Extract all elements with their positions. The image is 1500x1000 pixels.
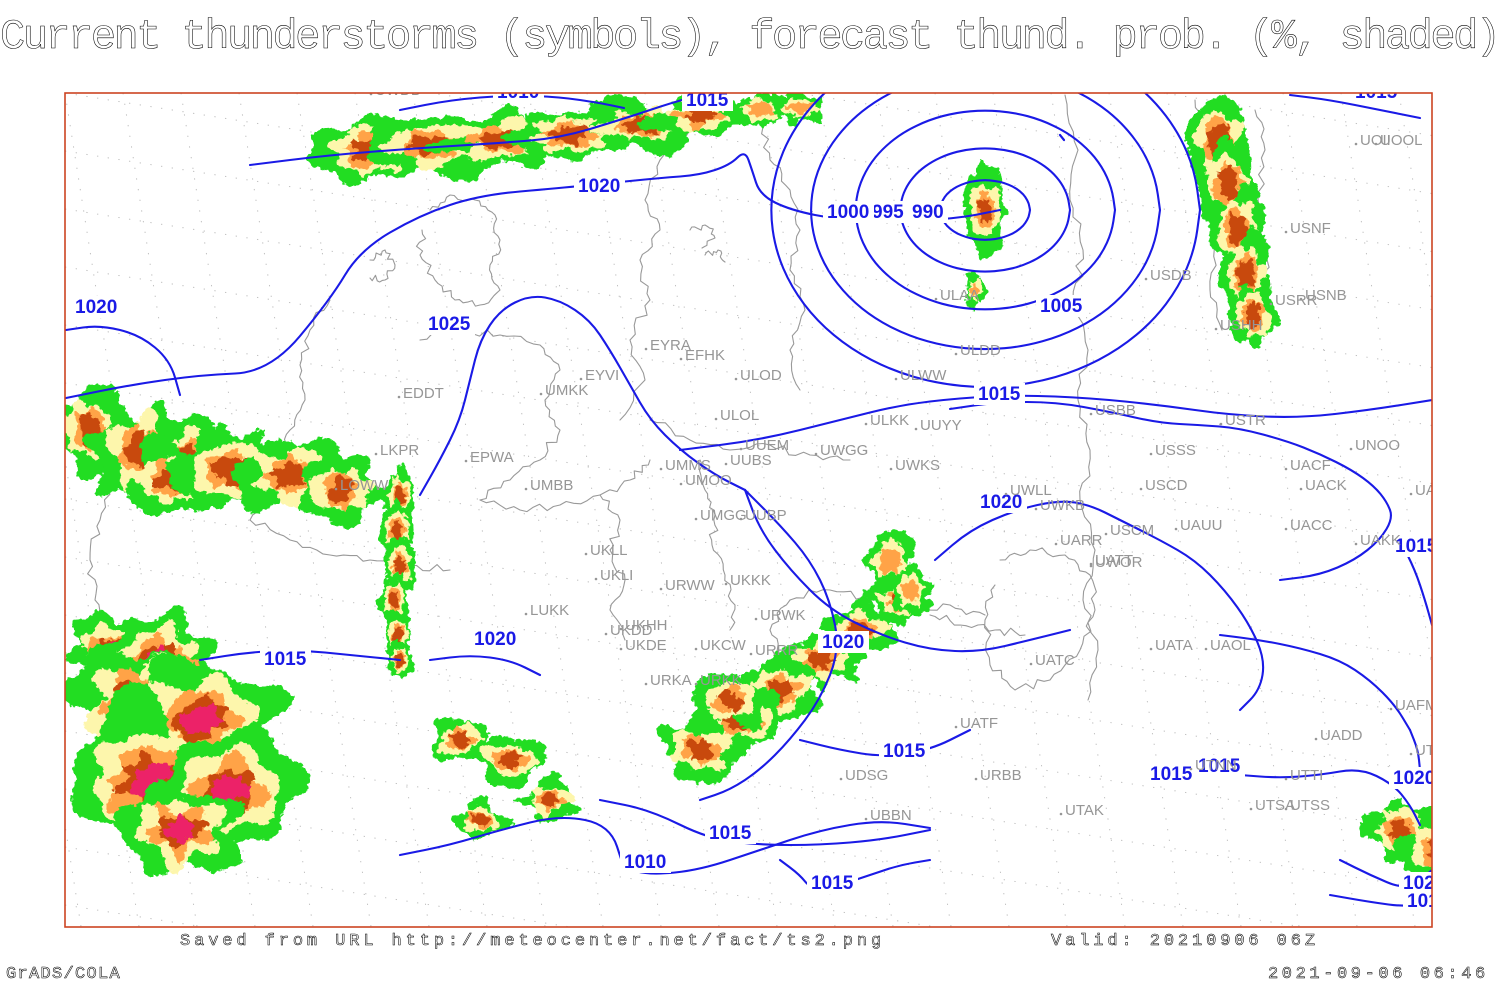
svg-text:ULWW: ULWW	[900, 367, 947, 384]
svg-text:1015: 1015	[264, 649, 307, 670]
svg-text:USTR: USTR	[1225, 412, 1266, 429]
svg-text:UWOR: UWOR	[1095, 554, 1143, 571]
svg-text:UAFM: UAFM	[1395, 697, 1438, 714]
svg-text:UWDD: UWDD	[375, 82, 422, 99]
svg-text:UACC: UACC	[1290, 517, 1333, 534]
svg-text:USBB: USBB	[1095, 402, 1136, 419]
svg-text:USCM: USCM	[1110, 522, 1154, 539]
svg-text:1015: 1015	[883, 741, 926, 762]
svg-text:EFHK: EFHK	[685, 347, 725, 364]
svg-text:UKLI: UKLI	[600, 567, 633, 584]
svg-text:UACF: UACF	[1290, 457, 1331, 474]
svg-text:URBB: URBB	[980, 767, 1022, 784]
svg-text:UWGG: UWGG	[820, 442, 868, 459]
svg-text:1020: 1020	[578, 176, 620, 197]
svg-text:UTAK: UTAK	[1065, 802, 1104, 819]
svg-text:UASP: UASP	[1415, 482, 1456, 499]
svg-text:USNF: USNF	[1290, 220, 1331, 237]
svg-text:UWKS: UWKS	[895, 457, 940, 474]
svg-text:URKK: URKK	[700, 672, 742, 689]
svg-text:1015: 1015	[1407, 891, 1450, 912]
svg-text:UMOO: UMOO	[685, 472, 732, 489]
svg-text:USHH: USHH	[1220, 317, 1263, 334]
svg-text:UAOL: UAOL	[1210, 637, 1251, 654]
svg-text:UKKK: UKKK	[730, 572, 771, 589]
svg-text:UMBB: UMBB	[530, 477, 573, 494]
svg-text:1010: 1010	[624, 852, 666, 873]
svg-text:UTSS: UTSS	[1290, 797, 1330, 814]
svg-text:990: 990	[912, 202, 944, 223]
svg-text:EYRA: EYRA	[650, 337, 691, 354]
svg-text:1015: 1015	[811, 873, 854, 894]
svg-text:EPWA: EPWA	[470, 449, 514, 466]
svg-text:URKA: URKA	[650, 672, 692, 689]
svg-text:ULOL: ULOL	[720, 407, 759, 424]
svg-text:UUEM: UUEM	[745, 437, 789, 454]
svg-text:UATA: UATA	[1155, 637, 1193, 654]
svg-text:UUBP: UUBP	[745, 507, 787, 524]
svg-text:UMKK: UMKK	[545, 382, 588, 399]
svg-text:UATF: UATF	[960, 715, 998, 732]
svg-text:1000: 1000	[827, 202, 869, 223]
svg-text:UKHH: UKHH	[625, 617, 668, 634]
svg-text:UATC: UATC	[1035, 652, 1075, 669]
svg-text:UACK: UACK	[1305, 477, 1347, 494]
svg-text:EYVI: EYVI	[585, 367, 619, 384]
svg-text:UTSA: UTSA	[1255, 797, 1295, 814]
svg-text:EDDT: EDDT	[403, 385, 444, 402]
svg-text:UKCW: UKCW	[700, 637, 747, 654]
svg-text:USCD: USCD	[1145, 477, 1188, 494]
svg-text:1025: 1025	[428, 314, 471, 335]
svg-text:UTNN: UTNN	[1195, 757, 1237, 774]
svg-text:USNB: USNB	[1305, 287, 1347, 304]
svg-text:995: 995	[872, 202, 904, 223]
svg-text:1015: 1015	[709, 823, 752, 844]
svg-text:ULDD: ULDD	[960, 342, 1001, 359]
svg-text:UTTI: UTTI	[1290, 767, 1323, 784]
svg-text:1020: 1020	[1393, 768, 1435, 789]
svg-text:UKLL: UKLL	[590, 542, 628, 559]
svg-text:UOOL: UOOL	[1380, 132, 1423, 149]
svg-text:UMGG: UMGG	[700, 507, 747, 524]
svg-text:1020: 1020	[474, 629, 516, 650]
svg-text:UAUU: UAUU	[1180, 517, 1223, 534]
svg-text:UBBN: UBBN	[870, 807, 912, 824]
svg-text:UBOO: UBOO	[1290, 62, 1334, 79]
svg-text:UNNT: UNNT	[1470, 412, 1500, 429]
svg-text:UNBB: UNBB	[1480, 442, 1500, 459]
svg-text:UWKB: UWKB	[1040, 497, 1085, 514]
svg-text:ULAA: ULAA	[940, 287, 979, 304]
svg-text:UKDE: UKDE	[625, 637, 667, 654]
svg-text:UADD: UADD	[1320, 727, 1363, 744]
svg-text:LKPR: LKPR	[380, 442, 419, 459]
svg-text:UARR: UARR	[1060, 532, 1103, 549]
svg-text:1015: 1015	[1150, 764, 1193, 785]
svg-text:URWK: URWK	[760, 607, 806, 624]
svg-text:1020: 1020	[75, 297, 117, 318]
svg-text:USDB: USDB	[1150, 267, 1192, 284]
svg-text:UAAH: UAAH	[1445, 542, 1487, 559]
svg-text:UNOO: UNOO	[1355, 437, 1400, 454]
svg-text:UAKK: UAKK	[1360, 532, 1401, 549]
svg-text:UUBS: UUBS	[730, 452, 772, 469]
svg-text:UTKN: UTKN	[1415, 742, 1456, 759]
svg-text:ULOD: ULOD	[740, 367, 782, 384]
svg-text:UUYY: UUYY	[920, 417, 962, 434]
svg-text:1020: 1020	[822, 632, 864, 653]
svg-text:LOWW: LOWW	[340, 477, 389, 494]
svg-text:ULKK: ULKK	[870, 412, 909, 429]
svg-text:USSS: USSS	[1155, 442, 1196, 459]
svg-text:URRR: URRR	[755, 642, 798, 659]
svg-text:1005: 1005	[1040, 296, 1083, 317]
svg-text:URWW: URWW	[665, 577, 716, 594]
svg-text:UDSG: UDSG	[845, 767, 888, 784]
svg-text:LUKK: LUKK	[530, 602, 569, 619]
svg-text:1015: 1015	[978, 384, 1021, 405]
